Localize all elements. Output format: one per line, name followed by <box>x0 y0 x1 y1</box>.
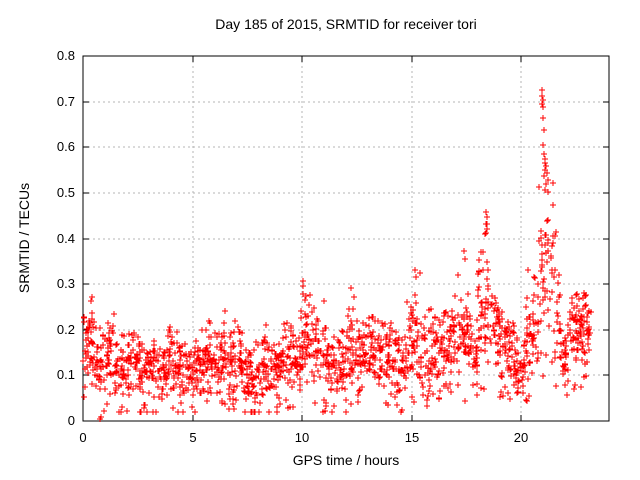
y-tick-label: 0.2 <box>56 322 75 337</box>
y-tick-label: 0.7 <box>56 94 75 109</box>
y-tick-label: 0.1 <box>56 367 75 382</box>
plot-frame <box>82 55 610 422</box>
y-tick-label: 0.6 <box>56 139 75 154</box>
x-tick-label: 10 <box>294 430 310 445</box>
axis-ticks <box>82 55 609 422</box>
x-tick-label: 5 <box>189 430 197 445</box>
chart-title: Day 185 of 2015, SRMTID for receiver tor… <box>215 16 477 32</box>
y-tick-label: 0.8 <box>56 48 75 63</box>
grid-lines <box>83 56 609 421</box>
y-tick-label: 0 <box>67 413 75 428</box>
data-points <box>80 87 594 422</box>
x-axis-label: GPS time / hours <box>292 452 400 468</box>
y-tick-label: 0.4 <box>56 231 75 246</box>
x-tick-label: 0 <box>79 430 87 445</box>
y-tick-label: 0.3 <box>56 276 75 291</box>
x-tick-label: 20 <box>513 430 529 445</box>
x-tick-label: 15 <box>404 430 420 445</box>
y-tick-label: 0.5 <box>56 185 75 200</box>
